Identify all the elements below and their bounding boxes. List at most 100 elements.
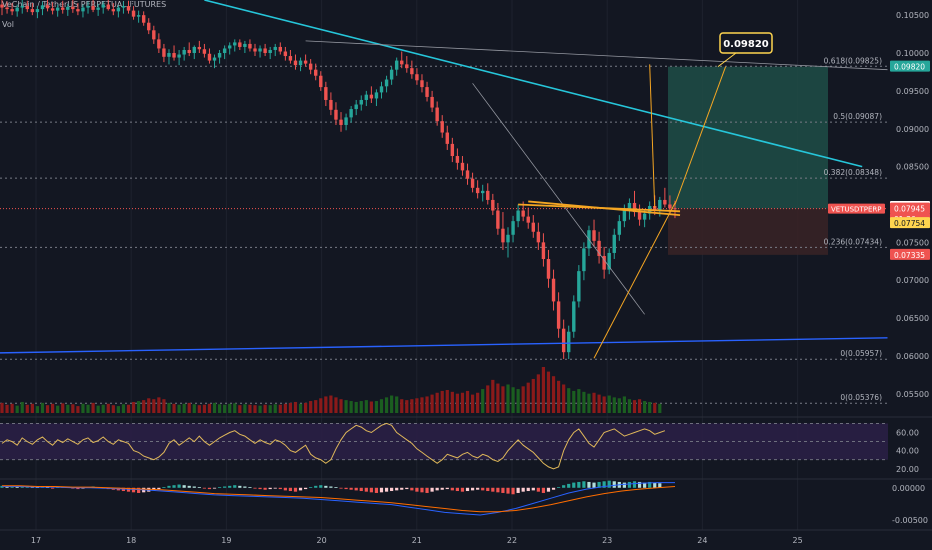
volume-bar [35,406,40,413]
macd-histogram-bar [592,482,596,488]
volume-bar [486,385,490,413]
macd-histogram-bar [131,487,136,493]
volume-bar [20,401,24,413]
candle-body [288,56,293,61]
macd-histogram-bar [268,487,272,490]
macd-histogram-bar [521,487,525,492]
volume-bar [349,401,353,413]
volume-bar [167,402,171,413]
time-tick-label: 19 [221,536,231,545]
candle-body [334,109,338,120]
macd-histogram-bar [324,485,328,488]
candle-body [55,7,60,11]
volume-bar [147,398,151,413]
candle-body [25,6,29,10]
volume-bar [496,383,500,413]
volume-bar [197,405,201,413]
candle-body [435,107,439,122]
volume-bar [572,390,576,413]
chart-header-title: VeChain / TetherUS PERPETUAL FUTURES [2,0,167,9]
volume-bar [526,382,530,413]
macd-tick-label: 0.00000 [892,484,925,493]
macd-histogram-bar [491,487,495,492]
volume-bar [56,405,60,413]
volume-bar [121,404,126,413]
macd-histogram-bar [319,485,323,488]
volume-bar [207,403,212,413]
macd-histogram-bar [420,487,424,493]
candle-body [243,43,247,47]
rising-projection-line [593,202,676,359]
volume-bar [369,401,373,413]
volume-bar [243,404,247,413]
macd-histogram-bar [632,481,637,488]
macd-histogram-bar [602,481,606,488]
candle-body [389,69,394,80]
volume-bar [101,404,105,413]
volume-bar [40,402,45,413]
volume-bar [329,395,333,413]
volume-bar [15,405,19,413]
macd-histogram-bar [435,487,439,491]
macd-histogram-bar [648,481,652,488]
candle-body [582,248,586,272]
macd-histogram-bar [557,487,561,488]
macd-histogram-bar [20,486,24,488]
candle-body [45,5,50,9]
candle-body [298,60,303,66]
macd-histogram-bar [309,487,313,488]
callout-box [719,32,773,54]
volume-bar [597,394,601,413]
candle-body [384,79,389,87]
macd-histogram-bar [76,487,80,490]
candle-body [81,7,85,12]
channel-line-gray [472,83,645,315]
price-tick-label: 0.06000 [896,352,929,361]
macd-histogram-bar [314,485,318,488]
volume-bar [339,399,343,413]
candle-body [187,49,191,54]
fib-retracement: 0.618(0.09825) 0.5(0.09087) 0.382(0.08348)… [0,56,888,404]
macd-histogram-bar [298,487,303,491]
volume-bar [116,406,120,413]
macd-histogram-bar [162,487,166,488]
volume-bar [263,404,267,413]
volume-bar [384,397,389,413]
candle-body [141,15,146,23]
volume-bar [562,384,566,413]
candle-body [400,60,404,65]
time-tick-label: 25 [793,536,803,545]
volume-bar [354,401,358,413]
candle-body [101,4,105,8]
candle-body [425,87,429,97]
candle-body [511,221,515,235]
macd-histogram-bar [450,487,454,491]
candle-body [319,75,323,88]
candle-body [637,212,642,220]
volume-bar [177,404,181,413]
symbol-tag [828,203,885,214]
macd-histogram-bar [202,487,206,489]
time-tick-label: 23 [602,536,612,545]
price-tick-label: 0.09500 [896,87,929,96]
macd-histogram-bar [395,487,399,491]
volume-bar [557,380,561,413]
macd-histogram-bar [622,482,626,488]
volume-bar [395,396,399,413]
macd-histogram-bar [562,485,566,488]
macd-histogram-bar [658,483,662,488]
macd-histogram-bar [516,487,520,493]
callout-text: 0.09820 [723,39,769,50]
macd-histogram-bar [369,487,373,493]
candle-body [111,9,116,12]
macd-histogram-bar [192,486,196,488]
candle-body [470,178,475,188]
volume-bar [460,392,465,413]
candle-body [526,216,530,223]
target-callout: 0.09820 [717,32,773,68]
macd-histogram-bar [425,487,429,493]
fib-level-label: 0(0.05957) [840,349,882,358]
candle-body [162,48,166,57]
candle-body [440,121,444,133]
